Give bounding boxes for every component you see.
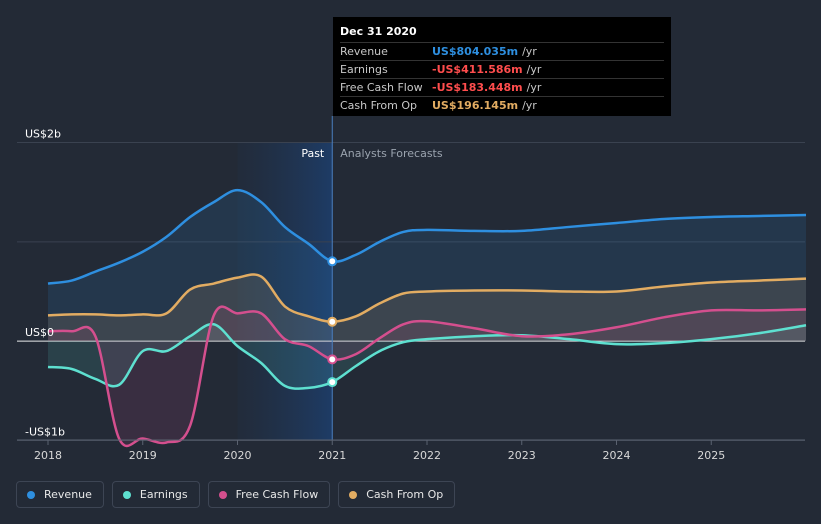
chart-legend: Revenue Earnings Free Cash Flow Cash Fro… [16,481,456,508]
revenue-marker [327,256,338,267]
tooltip-value: -US$183.448m [432,81,523,94]
legend-label: Earnings [139,488,188,501]
legend-label: Revenue [44,488,92,501]
x-tick-label: 2019 [129,449,157,462]
free-cash-flow-marker [327,354,338,365]
tooltip-label: Free Cash Flow [340,81,423,94]
y-tick-label: US$2b [25,128,61,141]
past-label: Past [301,147,325,160]
tooltip-value: US$196.145m [432,99,519,112]
tooltip-row-earnings: Earnings -US$411.586m /yr [340,60,664,78]
y-tick-label: US$0 [25,326,54,339]
tooltip-unit: /yr [526,81,542,94]
y-tick-label: -US$1b [25,426,65,439]
tooltip-label: Revenue [340,45,388,58]
x-tick-label: 2025 [697,449,725,462]
forecast-label: Analysts Forecasts [340,147,443,160]
tooltip-row-revenue: Revenue US$804.035m /yr [340,42,664,60]
x-tick-label: 2024 [603,449,631,462]
cash-from-op-marker [327,316,338,327]
legend-item-earnings[interactable]: Earnings [111,481,200,508]
hover-tooltip: Dec 31 2020 Revenue US$804.035m /yr Earn… [333,17,671,116]
x-tick-label: 2022 [413,449,441,462]
revenue-dot-icon [27,490,35,499]
x-tick-label: 2020 [224,449,252,462]
legend-label: Free Cash Flow [235,488,319,501]
legend-label: Cash From Op [366,488,444,501]
free-cash-flow-dot-icon [218,490,227,499]
x-tick-label: 2023 [508,449,536,462]
tooltip-unit: /yr [526,63,542,76]
legend-item-revenue[interactable]: Revenue [16,481,104,508]
tooltip-label: Cash From Op [340,99,418,112]
x-tick-label: 2018 [34,449,62,462]
cash-from-op-area [48,274,806,342]
tooltip-row-free-cash-flow: Free Cash Flow -US$183.448m /yr [340,78,664,96]
tooltip-label: Earnings [340,63,388,76]
revenue-area [48,190,806,342]
x-tick-label: 2021 [318,449,346,462]
tooltip-value: -US$411.586m [432,63,523,76]
past-highlight-region [237,142,333,440]
legend-item-free-cash-flow[interactable]: Free Cash Flow [207,481,331,508]
tooltip-date: Dec 31 2020 [340,25,417,38]
tooltip-unit: /yr [522,99,537,112]
tooltip-unit: /yr [522,45,537,58]
tooltip-row-cash-from-op: Cash From Op US$196.145m /yr [340,96,664,114]
tooltip-value: US$804.035m [432,45,519,58]
cash-from-op-dot-icon [349,490,358,499]
legend-item-cash-from-op[interactable]: Cash From Op [338,481,456,508]
earnings-marker [327,377,338,388]
earnings-dot-icon [122,490,131,499]
free-cash-flow-line [47,305,807,448]
